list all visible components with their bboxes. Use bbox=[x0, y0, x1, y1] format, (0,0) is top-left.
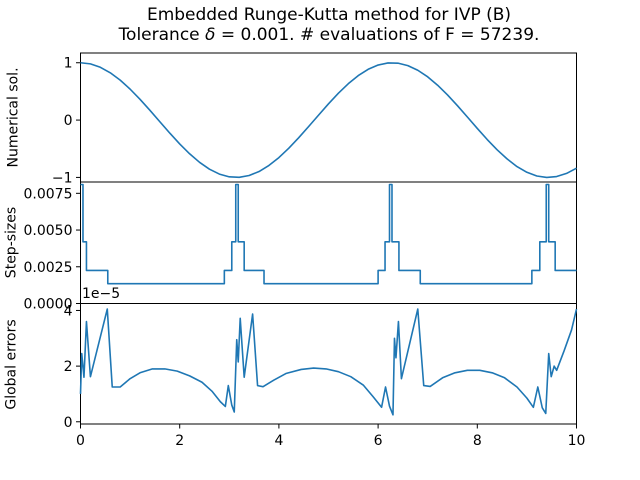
title-tolerance-text: Tolerance bbox=[118, 25, 206, 45]
x-axis-tick-label: 2 bbox=[175, 433, 184, 449]
figure-title-line2: Tolerance δ = 0.001. # evaluations of F … bbox=[81, 25, 577, 45]
global-errors-ytick-label: 4 bbox=[64, 303, 73, 319]
global-errors-ytick-label: 2 bbox=[64, 359, 73, 375]
numerical-solution-axes-frame bbox=[80, 52, 577, 183]
x-axis-tick-label: 6 bbox=[374, 433, 383, 449]
title-evaluations-text: = 0.001. # evaluations of F = 57239. bbox=[215, 25, 540, 45]
step-sizes-axes-frame bbox=[80, 181, 577, 304]
figure-title-line1: Embedded Runge-Kutta method for IVP (B) bbox=[146, 5, 512, 25]
numerical-solution-ytick-label: −1 bbox=[52, 170, 73, 186]
x-axis-tick-label: 8 bbox=[473, 433, 482, 449]
step-sizes-line bbox=[80, 183, 577, 285]
numerical-solution-ytick-label: 0 bbox=[64, 113, 73, 129]
figure-title: Embedded Runge-Kutta method for IVP (B) … bbox=[81, 5, 577, 45]
x-axis-tick-label: 10 bbox=[568, 433, 586, 449]
step-sizes-ytick-label: 0.0050 bbox=[24, 223, 73, 239]
global-errors-axes-frame bbox=[80, 303, 577, 425]
global-errors-line bbox=[79, 308, 578, 416]
step-sizes-ytick-label: 0.0000 bbox=[24, 297, 73, 313]
ylabel-global-errors: Global errors bbox=[3, 319, 20, 410]
step-sizes-ytick-label: 0.0075 bbox=[24, 186, 73, 202]
numerical-solution-line bbox=[80, 61, 577, 179]
numerical-solution-ytick-label: 1 bbox=[64, 56, 73, 72]
x-axis-tick-label: 4 bbox=[274, 433, 283, 449]
title-delta-symbol: δ bbox=[205, 25, 216, 45]
y-axis-offset-label: 1e−5 bbox=[82, 286, 121, 302]
x-axis-tick-label: 0 bbox=[76, 433, 85, 449]
global-errors-ytick-label: 0 bbox=[64, 415, 73, 431]
step-sizes-ytick-label: 0.0025 bbox=[24, 260, 73, 276]
